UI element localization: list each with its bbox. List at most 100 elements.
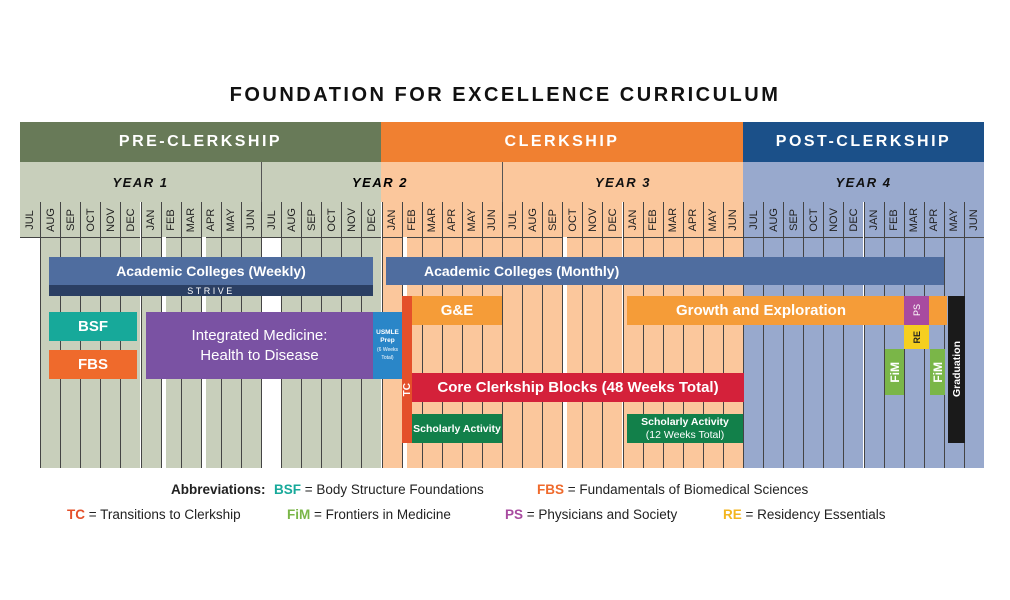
month-label: NOV xyxy=(345,208,358,232)
month-label: AUG xyxy=(285,208,298,232)
year-2-cont xyxy=(381,162,502,202)
year-2: YEAR 2 xyxy=(352,175,408,190)
month-column: DEC xyxy=(843,202,864,468)
month-header: OCT xyxy=(81,202,101,238)
month-header: DEC xyxy=(362,202,382,238)
month-label: JUL xyxy=(506,210,519,230)
month-header: JUN xyxy=(482,202,502,238)
month-header: MAY xyxy=(462,202,482,238)
month-header: FEB xyxy=(643,202,663,238)
month-label: MAR xyxy=(426,207,439,233)
month-header: JAN xyxy=(382,202,402,238)
legend-heading: Abbreviations: xyxy=(171,482,266,497)
month-label: AUG xyxy=(44,208,57,232)
fim-label-1: FiM xyxy=(887,361,902,383)
month-column: JUN xyxy=(963,202,984,468)
month-label: NOV xyxy=(827,208,840,232)
integrated-medicine-block: Integrated Medicine: Health to Disease xyxy=(146,312,373,379)
scholarly-activity-1: Scholarly Activity xyxy=(412,414,502,443)
month-label: SEP xyxy=(546,208,559,232)
legend-text: = Transitions to Clerkship xyxy=(85,507,241,522)
month-column: JUL xyxy=(502,202,523,468)
tc-label: TC xyxy=(401,382,413,397)
month-column: FEB xyxy=(883,202,904,468)
academic-colleges-weekly: Academic Colleges (Weekly) xyxy=(49,257,373,285)
legend-abbr: FBS xyxy=(537,482,564,497)
month-column: NOV xyxy=(823,202,844,468)
month-label: NOV xyxy=(104,208,117,232)
legend-item-fbs: FBS = Fundamentals of Biomedical Science… xyxy=(537,482,808,497)
month-header: MAY xyxy=(221,202,241,238)
month-label: MAY xyxy=(948,208,961,232)
fim-label-2: FiM xyxy=(930,361,945,383)
month-header: MAR xyxy=(181,202,201,238)
month-label: FEB xyxy=(165,209,178,231)
strive-bar: STRIVE xyxy=(49,285,373,296)
month-label: OCT xyxy=(325,208,338,232)
month-label: AUG xyxy=(767,208,780,232)
fim-block-1: FiM xyxy=(885,349,904,395)
month-header: MAR xyxy=(422,202,442,238)
month-header: NOV xyxy=(342,202,362,238)
scholarly-activity-2-label: Scholarly Activity xyxy=(641,415,729,428)
month-label: JUN xyxy=(245,209,258,231)
month-label: SEP xyxy=(64,208,77,232)
month-label: DEC xyxy=(365,208,378,232)
fbs-block: FBS xyxy=(49,350,137,379)
legend-item-bsf: BSF = Body Structure Foundations xyxy=(274,482,484,497)
month-label: MAY xyxy=(466,208,479,232)
month-label: JUL xyxy=(24,210,37,230)
month-header: SEP xyxy=(784,202,804,238)
month-header: MAR xyxy=(663,202,683,238)
month-label: APR xyxy=(205,208,218,232)
month-header: SEP xyxy=(61,202,81,238)
phase-post-clerkship: POST-CLERKSHIP xyxy=(743,122,984,162)
month-label: MAY xyxy=(707,208,720,232)
year-2-label xyxy=(261,162,381,202)
month-header: FEB xyxy=(402,202,422,238)
phase-pre-clerkship: PRE-CLERKSHIP xyxy=(20,122,381,162)
month-column: JUL xyxy=(743,202,764,468)
month-label: APR xyxy=(446,208,459,232)
tc-block: TC xyxy=(401,296,413,443)
month-header: JUL xyxy=(744,202,764,238)
month-label: MAR xyxy=(908,207,921,233)
scholarly-activity-2-duration: (12 Weeks Total) xyxy=(645,428,725,441)
month-header: OCT xyxy=(563,202,583,238)
month-label: JUN xyxy=(486,209,499,231)
month-label: JAN xyxy=(868,209,881,231)
month-header: JAN xyxy=(864,202,884,238)
month-header: APR xyxy=(924,202,944,238)
month-label: DEC xyxy=(606,208,619,232)
month-column: SEP xyxy=(783,202,804,468)
bsf-block: BSF xyxy=(49,312,137,341)
ge-block: G&E xyxy=(412,296,502,325)
phase-clerkship: CLERKSHIP xyxy=(381,122,743,162)
month-header: APR xyxy=(683,202,703,238)
month-header: JAN xyxy=(141,202,161,238)
fim-block-2: FiM xyxy=(930,349,945,395)
legend-abbr: PS xyxy=(505,507,524,522)
legend-text: = Physicians and Society xyxy=(523,507,678,522)
month-column: OCT xyxy=(562,202,583,468)
month-label: FEB xyxy=(406,209,419,231)
legend-item-fim: FiM = Frontiers in Medicine xyxy=(287,507,451,522)
legend-text: = Fundamentals of Biomedical Sciences xyxy=(564,482,809,497)
usmle-prep-duration: (6 Weeks Total) xyxy=(376,347,399,361)
month-header: APR xyxy=(201,202,221,238)
legend-text: = Residency Essentials xyxy=(741,507,886,522)
page-title: FOUNDATION FOR EXCELLENCE CURRICULUM xyxy=(229,84,781,106)
month-column: JUL xyxy=(20,202,41,468)
re-block: RE xyxy=(904,325,929,349)
legend-abbr: RE xyxy=(723,507,742,522)
month-header: NOV xyxy=(583,202,603,238)
legend: Abbreviations: BSF = Body Structure Foun… xyxy=(0,480,1010,530)
month-label: JUL xyxy=(265,210,278,230)
month-header: APR xyxy=(442,202,462,238)
month-label: MAR xyxy=(185,207,198,233)
legend-item-ps: PS = Physicians and Society xyxy=(505,507,677,522)
month-header: OCT xyxy=(322,202,342,238)
month-label: JAN xyxy=(627,209,640,231)
month-label: OCT xyxy=(807,208,820,232)
legend-item-tc: TC = Transitions to Clerkship xyxy=(67,507,241,522)
